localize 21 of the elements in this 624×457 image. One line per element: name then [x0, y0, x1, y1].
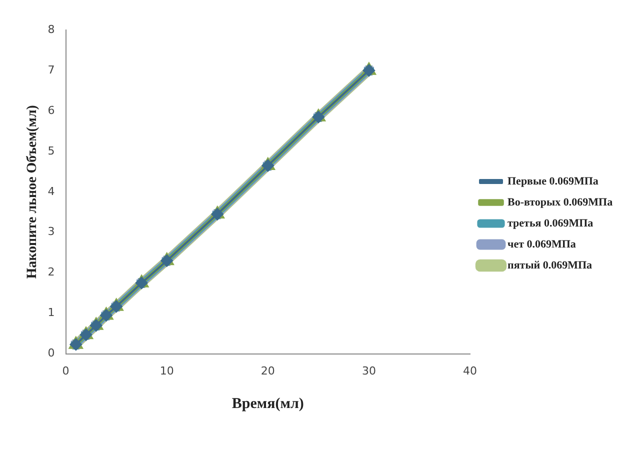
legend-label: Во-вторых 0.069МПа — [508, 196, 614, 208]
x-tick-label: 0 — [62, 364, 70, 378]
y-tick-label: 7 — [48, 63, 55, 76]
x-tick-label: 10 — [160, 364, 174, 378]
legend-label: Первые 0.069МПа — [508, 175, 599, 188]
legend-label: пятый 0.069МПа — [508, 259, 593, 272]
y-axis-title: Накопите льное Объем(мл) — [25, 104, 40, 279]
x-tick-label: 40 — [463, 364, 477, 378]
legend-label: чет 0.069МПа — [508, 238, 576, 250]
y-tick-label: 1 — [48, 306, 55, 320]
y-tick-label: 0 — [48, 346, 55, 360]
y-tick-label: 4 — [48, 184, 55, 198]
x-tick-label: 20 — [260, 364, 275, 378]
x-axis-title: Время(мл) — [232, 396, 304, 412]
y-tick-label: 2 — [48, 266, 55, 279]
y-tick-label: 8 — [48, 22, 55, 36]
x-tick-label: 30 — [362, 364, 376, 378]
y-tick-label: 5 — [48, 144, 55, 158]
y-tick-label: 6 — [48, 104, 55, 117]
legend-label: третья 0.069МПа — [508, 217, 594, 230]
y-tick-label: 3 — [48, 225, 55, 238]
